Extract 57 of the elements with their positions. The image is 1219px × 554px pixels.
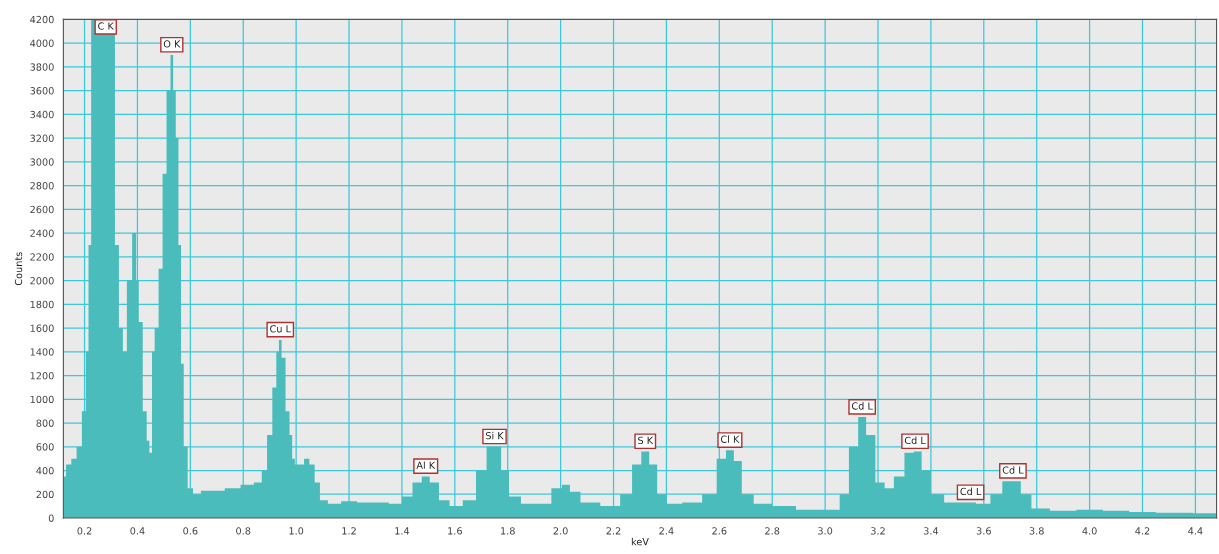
x-tick-label: 4.0 — [1082, 527, 1097, 535]
y-tick-label: 3200 — [30, 134, 54, 142]
y-tick-label: 400 — [36, 466, 54, 475]
annotation: O K — [163, 40, 181, 48]
x-tick-label: 1.2 — [342, 527, 356, 535]
annotation: C K — [98, 22, 115, 30]
y-tick-label: 4000 — [30, 39, 54, 47]
y-tick-label: 800 — [36, 419, 54, 427]
annotation: Cd L — [960, 487, 982, 496]
y-tick-label: 1000 — [30, 395, 54, 404]
x-tick-label: 2.0 — [553, 527, 568, 535]
y-tick-label: 4200 — [30, 15, 54, 24]
y-tick-label: 2200 — [30, 253, 54, 261]
x-tick-label: 4.4 — [1188, 527, 1203, 535]
x-tick-label: 1.4 — [395, 527, 410, 535]
y-axis-title: Counts — [14, 252, 23, 286]
annotation: Al K — [416, 461, 436, 469]
x-tick-label: 0.8 — [236, 527, 251, 535]
x-tick-label: 3.2 — [871, 527, 885, 535]
y-tick-label: 0 — [48, 514, 54, 522]
x-tick-label: 3.4 — [923, 527, 939, 535]
annotation: Si K — [485, 431, 504, 440]
y-tick-label: 3600 — [30, 87, 54, 95]
y-tick-label: 200 — [36, 490, 54, 499]
annotation: Cd L — [904, 436, 926, 445]
y-tick-label: 2600 — [30, 205, 54, 214]
y-tick-label: 1800 — [30, 300, 54, 309]
annotation: Cd L — [851, 402, 873, 410]
x-tick-label: 3.0 — [818, 527, 833, 535]
x-tick-label: 1.6 — [448, 527, 462, 535]
annotation: Cd L — [1002, 466, 1024, 474]
x-tick-label: 0.4 — [130, 527, 145, 535]
x-tick-label: 0.6 — [183, 527, 198, 535]
y-tick-label: 600 — [36, 443, 54, 451]
x-tick-label: 2.4 — [659, 527, 674, 535]
y-tick-label: 1400 — [30, 348, 54, 356]
x-tick-label: 3.8 — [1029, 527, 1044, 535]
y-tick-label: 2400 — [30, 229, 54, 237]
annotation: S K — [638, 436, 654, 445]
x-tick-label: 3.6 — [976, 527, 991, 535]
annotation: Cu L — [270, 325, 291, 333]
x-tick-label: 2.6 — [712, 527, 727, 535]
y-tick-label: 3800 — [30, 63, 54, 71]
x-tick-label: 2.2 — [606, 527, 621, 535]
x-tick-label: 1.0 — [289, 527, 304, 535]
x-tick-label: 0.2 — [77, 527, 92, 535]
annotation: Cl K — [720, 435, 740, 443]
x-tick-label: 2.8 — [765, 527, 780, 535]
x-axis-title: keV — [631, 537, 649, 546]
y-tick-label: 2000 — [30, 277, 54, 285]
y-tick-label: 3000 — [30, 158, 54, 166]
y-tick-label: 1600 — [30, 324, 54, 332]
x-tick-label: 4.2 — [1135, 527, 1150, 535]
y-tick-label: 1200 — [30, 372, 54, 380]
y-tick-label: 3400 — [30, 110, 54, 119]
y-tick-label: 2800 — [30, 182, 54, 190]
x-tick-label: 1.8 — [501, 527, 515, 535]
